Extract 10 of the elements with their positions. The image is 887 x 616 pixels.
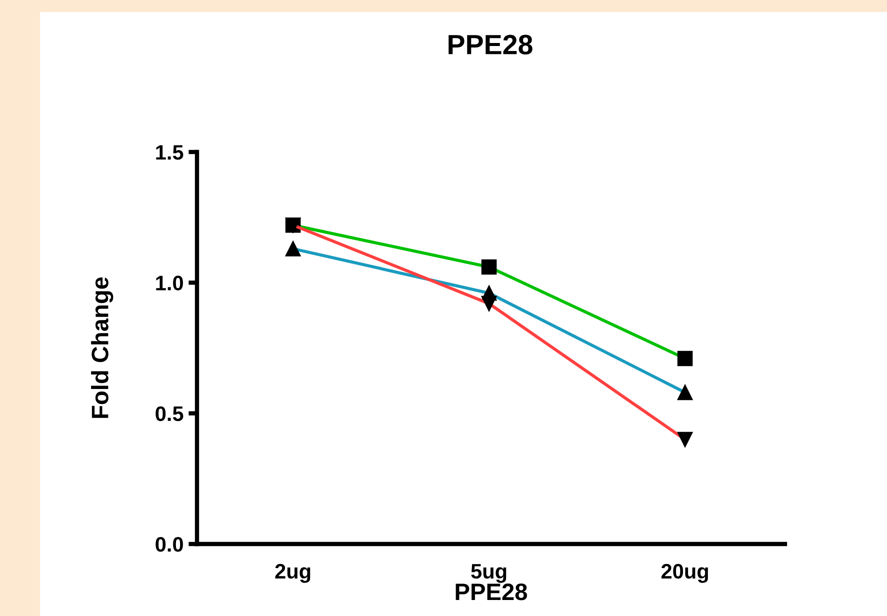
chart-title: PPE28	[448, 34, 532, 54]
x-tick-label: 5ug	[471, 564, 506, 583]
x-axis-title: PPE28	[456, 583, 528, 600]
y-tick-label: 0.0	[156, 537, 183, 552]
x-tick-label: 20ug	[661, 564, 708, 583]
y-tick-label: 1.0	[156, 276, 183, 290]
y-axis-title: Fold Change	[91, 277, 114, 418]
x-tick-label: 2ug	[275, 564, 310, 583]
y-tick-label: 0.5	[156, 406, 184, 422]
y-tick-label: 1.5	[156, 145, 184, 160]
